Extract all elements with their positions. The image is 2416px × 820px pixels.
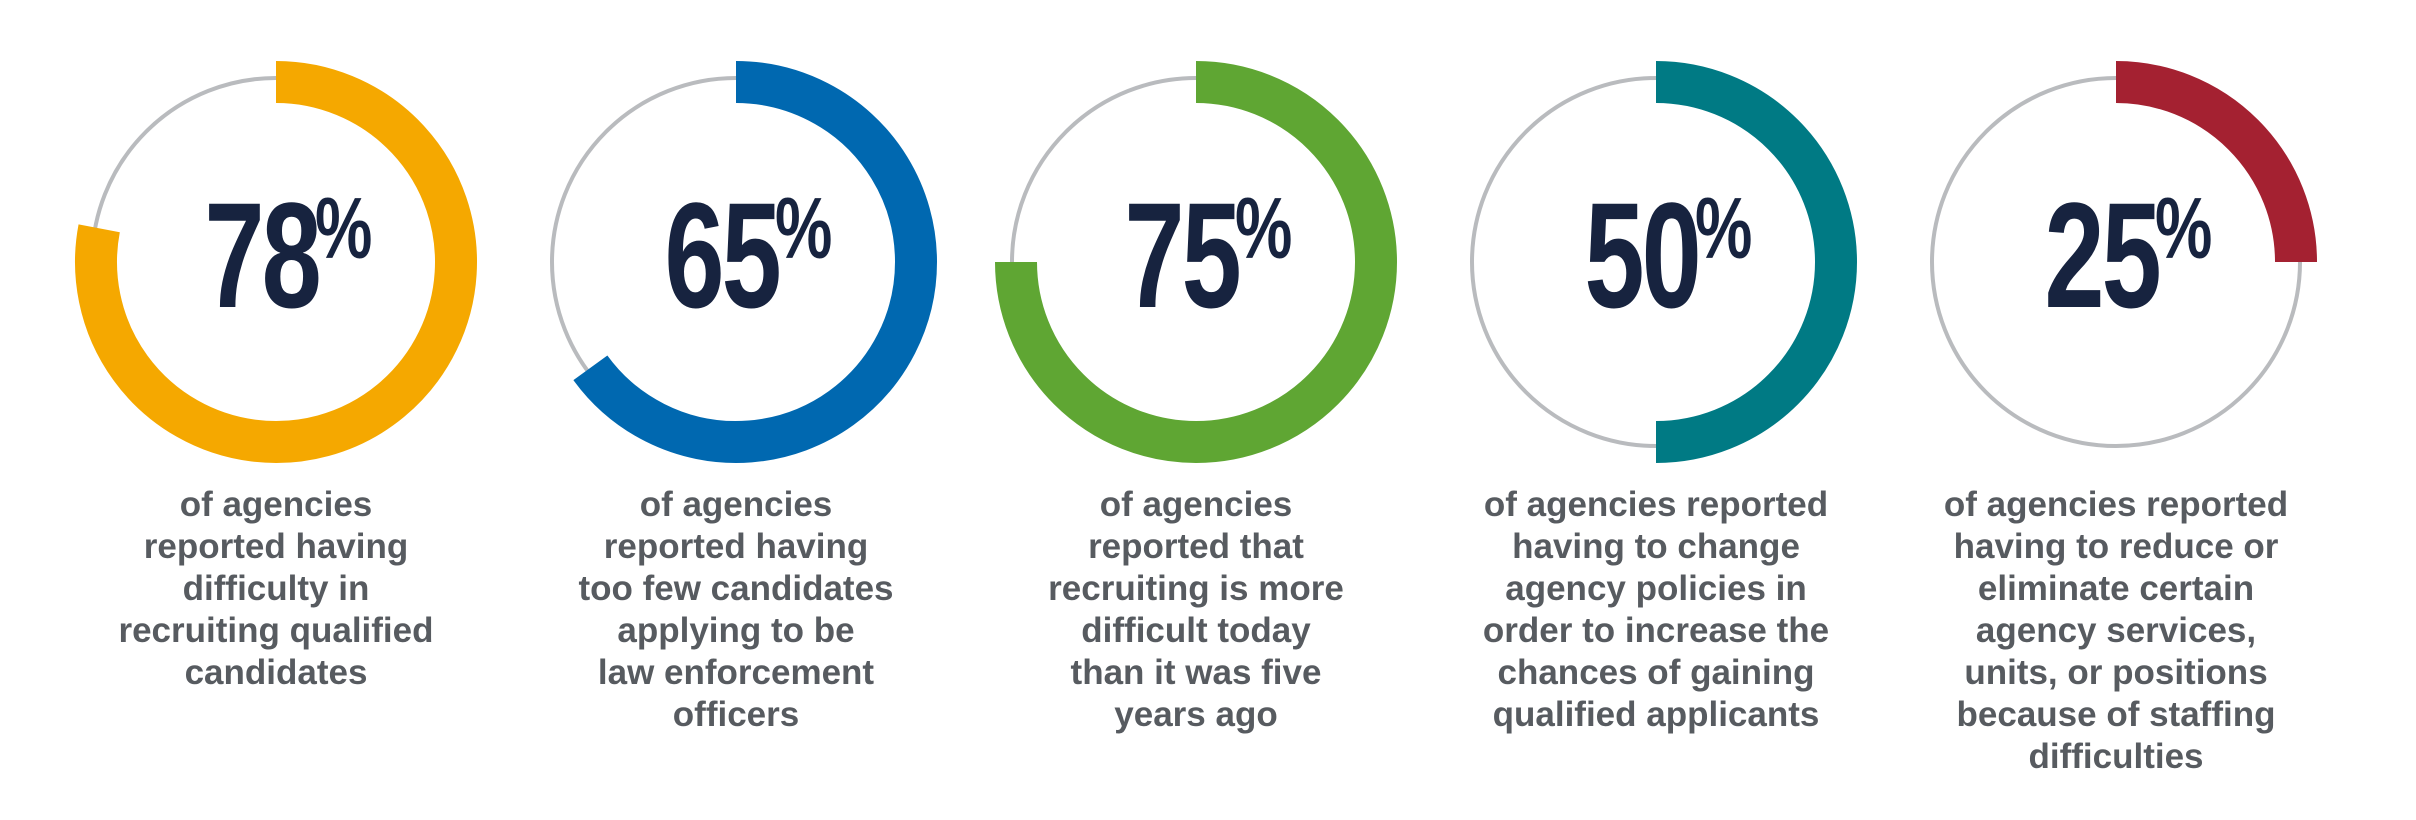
stat-65: 65% of agencies reported having too few can… [506, 0, 966, 820]
caption-line: difficult today [1081, 611, 1311, 650]
caption-line: because of staffing [1956, 695, 2276, 734]
donut-value-arc [573, 61, 937, 463]
caption-line: reported having [603, 527, 869, 566]
caption-line: officers [672, 695, 800, 734]
donut-chart [1470, 61, 1857, 463]
donut-chart [550, 61, 937, 463]
caption-line: chances of gaining [1497, 653, 1815, 692]
caption-line: candidates [184, 653, 368, 692]
caption-line: difficulty in [182, 569, 370, 608]
percent-number: 25 [2044, 171, 2162, 339]
caption-line: agency policies in [1505, 569, 1807, 608]
percent-number: 50 [1584, 171, 1702, 339]
donut-chart [1930, 61, 2317, 448]
stat-75: 75% of agencies reported that recruiting is… [966, 0, 1426, 820]
caption-line: qualified applicants [1492, 695, 1820, 734]
caption-line: recruiting is more [1048, 569, 1344, 608]
percent-number: 75 [1124, 171, 1242, 339]
percent-sign: % [2155, 181, 2213, 277]
caption-line: too few candidates [578, 569, 894, 608]
percent-value: 65% [506, 180, 966, 330]
donut-chart [75, 61, 477, 463]
stat-50: 50% of agencies reported having to change a… [1426, 0, 1886, 820]
stat-caption: of agencies reported that recruiting is mo… [976, 484, 1416, 736]
percent-sign: % [1235, 181, 1293, 277]
caption-line: agency services, [1975, 611, 2257, 650]
caption-line: reported that [1088, 527, 1304, 566]
donut-value-arc [2115, 61, 2317, 263]
stat-caption: of agencies reported having difficulty in r… [56, 484, 496, 694]
percent-value: 78% [46, 180, 506, 330]
stat-caption: of agencies reported having to change agen… [1436, 484, 1876, 736]
caption-line: of agencies reported [1943, 485, 2289, 524]
percent-number: 65 [664, 171, 782, 339]
percent-value: 25% [1886, 180, 2346, 330]
caption-line: order to increase the [1482, 611, 1830, 650]
donut-value-arc [75, 61, 477, 463]
caption-line: having to reduce or [1953, 527, 2279, 566]
caption-line: eliminate certain [1977, 569, 2255, 608]
caption-line: reported having [143, 527, 409, 566]
stat-caption: of agencies reported having too few candid… [516, 484, 956, 736]
caption-line: recruiting qualified [118, 611, 434, 650]
caption-line: difficulties [2028, 737, 2204, 776]
donut-value-arc [1655, 61, 1857, 463]
donut-chart [995, 61, 1397, 463]
percent-number: 78 [204, 171, 322, 339]
percent-sign: % [1695, 181, 1753, 277]
percent-sign: % [315, 181, 373, 277]
caption-line: of agencies [639, 485, 833, 524]
caption-line: of agencies reported [1483, 485, 1829, 524]
caption-line: units, or positions [1964, 653, 2268, 692]
caption-line: law enforcement [597, 653, 875, 692]
caption-line: years ago [1114, 695, 1278, 734]
caption-line: having to change [1512, 527, 1800, 566]
donut-value-arc [995, 61, 1397, 463]
percent-value: 75% [966, 180, 1426, 330]
caption-line: applying to be [617, 611, 855, 650]
caption-line: of agencies [1099, 485, 1293, 524]
caption-line: of agencies [179, 485, 373, 524]
percent-sign: % [775, 181, 833, 277]
stat-caption: of agencies reported having to reduce or e… [1896, 484, 2336, 778]
stat-25: 25% of agencies reported having to reduce … [1886, 0, 2346, 820]
stat-78: 78% of agencies reported having difficulty … [46, 0, 506, 820]
percent-value: 50% [1426, 180, 1886, 330]
caption-line: than it was five [1070, 653, 1322, 692]
